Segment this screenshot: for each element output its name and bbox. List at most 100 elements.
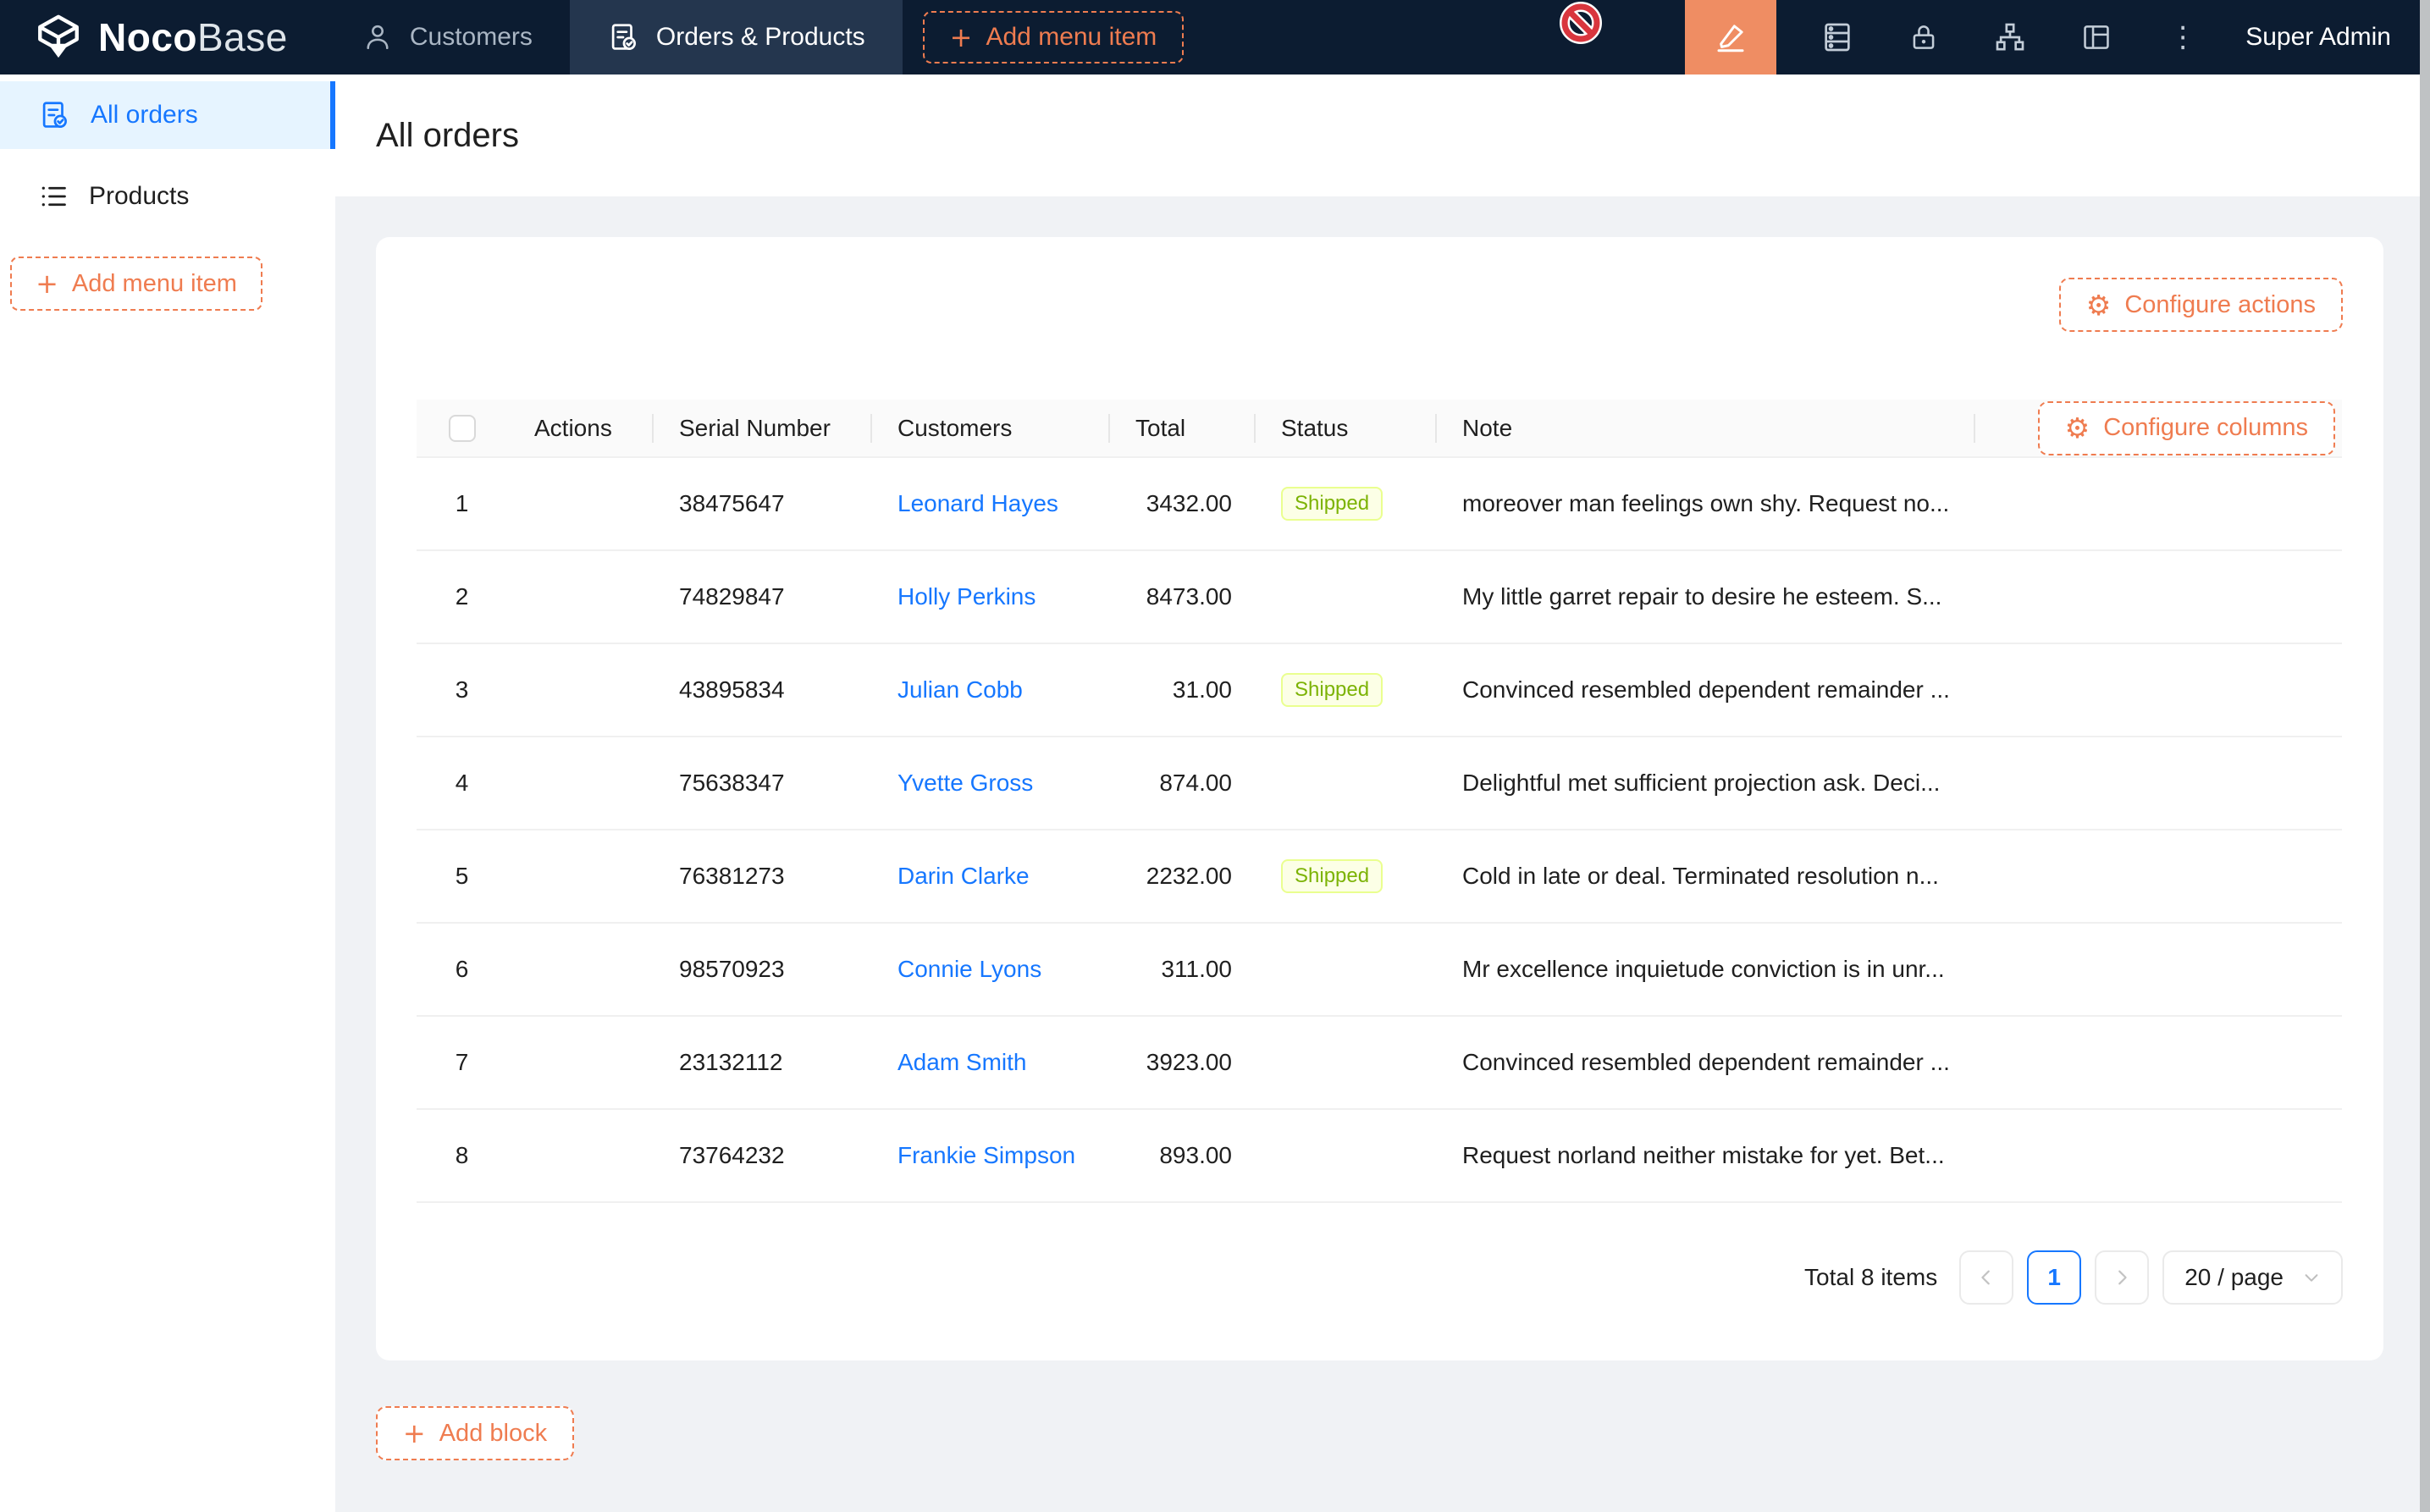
main-area: All orders ⚙ Configure actions — [335, 74, 2430, 1512]
database-icon[interactable] — [1819, 19, 1856, 56]
logo-text-bold: Noco — [98, 15, 197, 59]
layout-icon[interactable] — [2078, 19, 2115, 56]
column-header-total[interactable]: Total — [1108, 400, 1254, 458]
customer-link[interactable]: Holly Perkins — [897, 583, 1036, 610]
customer-link[interactable]: Yvette Gross — [897, 770, 1034, 796]
table-toolbar: ⚙ Configure actions — [417, 278, 2343, 332]
pagination-prev-button[interactable] — [1959, 1250, 2014, 1305]
pagination: Total 8 items 1 20 / page — [417, 1250, 2343, 1305]
no-drop-cursor-icon — [1560, 2, 1602, 44]
status-cell: Shipped — [1254, 643, 1435, 737]
customer-cell: Julian Cobb — [870, 643, 1108, 737]
chevron-down-icon — [2302, 1268, 2321, 1287]
row-actions-cell — [507, 737, 652, 830]
status-cell — [1254, 550, 1435, 644]
table-header-row: Actions Serial Number Customers Total St… — [417, 400, 2342, 458]
column-header-note[interactable]: Note — [1435, 400, 1974, 458]
row-actions-cell — [507, 830, 652, 924]
row-actions-cell — [507, 1109, 652, 1203]
serial-number-cell: 73764232 — [652, 1109, 870, 1203]
serial-number-cell: 98570923 — [652, 923, 870, 1017]
current-user[interactable]: Super Admin — [2245, 23, 2391, 51]
logo-text-light: Base — [197, 15, 288, 59]
status-cell — [1254, 1016, 1435, 1110]
sidebar-add-menu-item-label: Add menu item — [71, 269, 237, 297]
row-trailing-cell — [1974, 830, 2342, 924]
sidebar: All orders Products + Add menu item — [0, 74, 335, 1512]
more-ellipsis-icon[interactable]: ⋮ — [2168, 20, 2198, 54]
pagination-total: Total 8 items — [1804, 1264, 1938, 1290]
select-all-header — [417, 400, 507, 458]
topbar-item-customers[interactable]: Customers — [325, 0, 570, 74]
note-cell: moreover man feelings own shy. Request n… — [1435, 457, 1974, 551]
gear-icon: ⚙ — [2085, 288, 2112, 322]
sidebar-add-menu-item-button[interactable]: + Add menu item — [10, 257, 262, 311]
serial-number-cell: 76381273 — [652, 830, 870, 924]
topbar-item-orders-products[interactable]: Orders & Products — [569, 0, 903, 74]
configure-columns-label: Configure columns — [2103, 414, 2308, 441]
row-index: 7 — [417, 1016, 507, 1110]
total-cell: 893.00 — [1108, 1109, 1254, 1203]
status-cell — [1254, 737, 1435, 830]
customer-link[interactable]: Adam Smith — [897, 1049, 1027, 1075]
column-header-status[interactable]: Status — [1254, 400, 1435, 458]
customer-link[interactable]: Connie Lyons — [897, 956, 1042, 982]
column-header-serial-number[interactable]: Serial Number — [652, 400, 870, 458]
configure-actions-label: Configure actions — [2124, 290, 2316, 318]
table-row: 1 38475647 Leonard Hayes 3432.00 Shipped… — [417, 457, 2342, 551]
row-index: 2 — [417, 550, 507, 644]
column-header-customers[interactable]: Customers — [870, 400, 1108, 458]
table-row: 7 23132112 Adam Smith 3923.00 Convinced … — [417, 1016, 2342, 1110]
pagination-page-1[interactable]: 1 — [2027, 1250, 2082, 1305]
status-badge: Shipped — [1281, 487, 1383, 521]
select-all-checkbox[interactable] — [448, 415, 476, 443]
row-actions-cell — [507, 643, 652, 737]
configure-actions-button[interactable]: ⚙ Configure actions — [2058, 278, 2343, 332]
row-actions-cell — [507, 457, 652, 551]
gear-icon: ⚙ — [2064, 411, 2090, 444]
total-cell: 31.00 — [1108, 643, 1254, 737]
ui-editor-button[interactable] — [1685, 0, 1777, 74]
column-header-actions[interactable]: Actions — [507, 400, 652, 458]
customer-link[interactable]: Frankie Simpson — [897, 1142, 1076, 1168]
row-index: 1 — [417, 457, 507, 551]
lock-icon[interactable] — [1905, 19, 1942, 56]
serial-number-cell: 75638347 — [652, 737, 870, 830]
page-size-value: 20 / page — [2184, 1264, 2284, 1290]
topbar-item-label: Customers — [409, 23, 533, 51]
page-header: All orders — [335, 74, 2430, 196]
nocobase-cube-icon — [34, 13, 83, 62]
chevron-right-icon — [2112, 1268, 2131, 1287]
page-size-select[interactable]: 20 / page — [2162, 1250, 2343, 1305]
serial-number-cell: 43895834 — [652, 643, 870, 737]
sidebar-item-label: All orders — [91, 101, 198, 129]
vertical-scrollbar[interactable] — [2420, 0, 2430, 1512]
note-cell: Request norland neither mistake for yet.… — [1435, 1109, 1974, 1203]
topbar-menu: Customers Orders & Products — [325, 0, 903, 74]
row-trailing-cell — [1974, 643, 2342, 737]
pagination-next-button[interactable] — [2095, 1250, 2150, 1305]
customer-link[interactable]: Darin Clarke — [897, 863, 1030, 889]
status-cell: Shipped — [1254, 830, 1435, 924]
row-index: 8 — [417, 1109, 507, 1203]
add-block-label: Add block — [439, 1419, 548, 1447]
customer-link[interactable]: Julian Cobb — [897, 676, 1023, 703]
sidebar-item-all-orders[interactable]: All orders — [0, 81, 335, 149]
plugin-org-chart-icon[interactable] — [1991, 19, 2029, 56]
customer-cell: Leonard Hayes — [870, 457, 1108, 551]
topbar-icon-group: ⋮ — [1776, 19, 2245, 56]
add-block-button[interactable]: + Add block — [376, 1406, 574, 1460]
configure-columns-button[interactable]: ⚙ Configure columns — [2037, 400, 2335, 455]
unordered-list-icon — [38, 181, 69, 212]
customer-link[interactable]: Leonard Hayes — [897, 490, 1058, 516]
serial-number-cell: 74829847 — [652, 550, 870, 644]
plus-icon: + — [949, 21, 973, 53]
row-index: 4 — [417, 737, 507, 830]
row-actions-cell — [507, 1016, 652, 1110]
serial-number-cell: 23132112 — [652, 1016, 870, 1110]
total-cell: 3923.00 — [1108, 1016, 1254, 1110]
table-row: 4 75638347 Yvette Gross 874.00 Delightfu… — [417, 737, 2342, 830]
topbar-right-cluster: ⋮ Super Admin — [1685, 0, 2430, 74]
sidebar-item-products[interactable]: Products — [0, 163, 335, 230]
topbar-add-menu-item-button[interactable]: + Add menu item — [922, 11, 1185, 63]
